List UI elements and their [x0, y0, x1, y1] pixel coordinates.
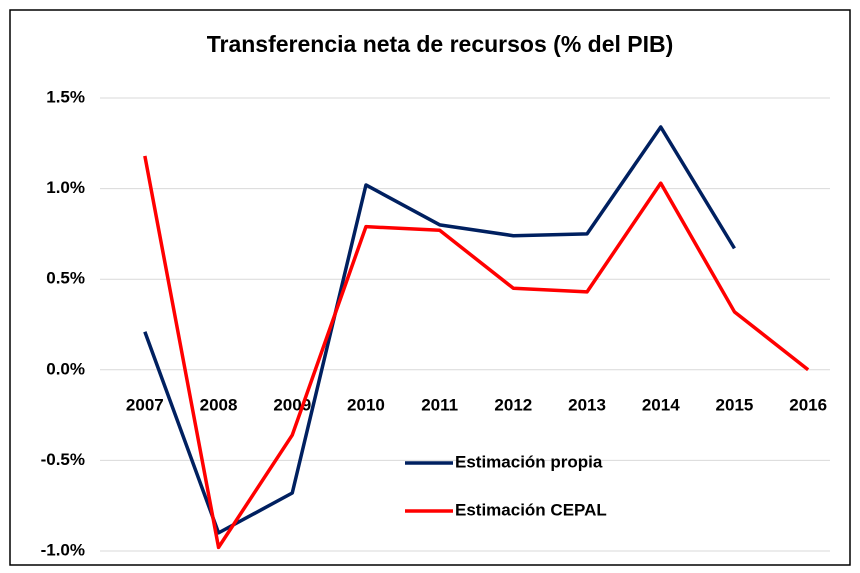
y-tick-label: 0.5% — [46, 269, 85, 288]
series-line — [143, 155, 810, 550]
x-tick-label: 2016 — [789, 395, 827, 414]
legend-label: Estimación propia — [455, 452, 603, 471]
x-tick-label: 2007 — [126, 395, 164, 414]
x-tick-label: 2008 — [200, 395, 238, 414]
y-tick-label: 1.5% — [46, 87, 85, 106]
y-tick-label: 0.0% — [46, 359, 85, 378]
x-tick-label: 2014 — [642, 395, 680, 414]
y-tick-label: -1.0% — [41, 540, 85, 559]
chart-border — [9, 9, 851, 566]
y-tick-label: -0.5% — [41, 450, 85, 469]
x-tick-label: 2010 — [347, 395, 385, 414]
x-tick-label: 2015 — [716, 395, 754, 414]
y-tick-label: 1.0% — [46, 178, 85, 197]
chart-title: Transferencia neta de recursos (% del PI… — [207, 31, 674, 57]
x-tick-label: 2012 — [494, 395, 532, 414]
series-line — [143, 125, 736, 535]
legend-label: Estimación CEPAL — [455, 500, 607, 519]
x-tick-label: 2011 — [421, 395, 458, 414]
x-tick-label: 2013 — [568, 395, 606, 414]
